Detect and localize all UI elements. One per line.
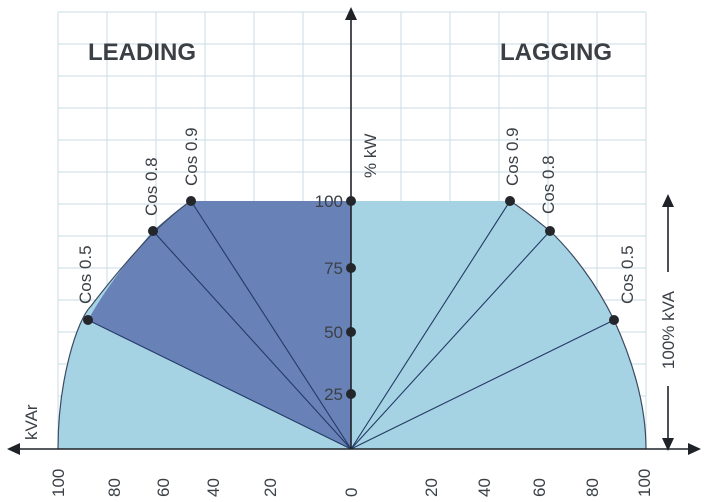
ray-lagging-0.9 — [350, 200, 511, 450]
leading-region-shaded — [88, 201, 351, 449]
kvar-tick-right-40: 40 — [475, 478, 494, 497]
leading-title: LEADING — [88, 39, 196, 66]
kw-marker-75 — [346, 263, 356, 273]
kvar-tick-left-100: 100 — [49, 469, 68, 497]
kw-marker-50 — [346, 327, 356, 337]
power-factor-rays — [87, 200, 615, 450]
cos-label-leading-0.9: Cos 0.9 — [182, 127, 201, 186]
kvar-tick-left-20: 20 — [261, 478, 280, 497]
pf-point-leading-0.8 — [148, 226, 158, 236]
kw-tick-75: 75 — [324, 259, 343, 278]
kw-tick-100: 100 — [315, 192, 343, 211]
kvar-tick-left-60: 60 — [154, 478, 173, 497]
kvar-tick-right-60: 60 — [530, 478, 549, 497]
kvar-tick-0: 0 — [342, 488, 361, 497]
cos-label-leading-0.8: Cos 0.8 — [142, 157, 161, 216]
ray-lagging-0.5 — [350, 319, 615, 450]
kva-dimension-label: 100% kVA — [659, 290, 678, 369]
cos-label-lagging-0.5: Cos 0.5 — [618, 245, 637, 304]
kw-tick-25: 25 — [324, 385, 343, 404]
kva-arc-outline — [57, 200, 647, 450]
kvar-tick-right-80: 80 — [583, 478, 602, 497]
kw-marker-25 — [346, 389, 356, 399]
cos-label-leading-0.5: Cos 0.5 — [76, 245, 95, 304]
pf-point-lagging-0.5 — [609, 315, 619, 325]
cos-label-lagging-0.8: Cos 0.8 — [539, 155, 558, 214]
kvar-axis-right-arrow-icon — [688, 443, 701, 455]
pf-point-leading-0.5 — [83, 315, 93, 325]
kvar-axis-label: kVAr — [22, 404, 41, 440]
kw-axis-label: % kW — [361, 134, 380, 178]
ray-leading-0.9 — [190, 200, 352, 450]
kvar-tick-right-20: 20 — [422, 478, 441, 497]
pf-point-lagging-0.8 — [545, 226, 555, 236]
kva-down-arrow-icon — [662, 438, 674, 451]
kw-tick-50: 50 — [324, 323, 343, 342]
kva-up-arrow-icon — [662, 194, 674, 207]
lagging-title: LAGGING — [500, 39, 612, 66]
pf-point-leading-0.9 — [186, 196, 196, 206]
ray-lagging-0.8 — [350, 230, 551, 450]
power-factor-points — [83, 196, 619, 325]
pf-point-lagging-0.9 — [505, 196, 515, 206]
kvar-tick-left-80: 80 — [105, 478, 124, 497]
kw-axis-markers — [346, 196, 356, 399]
kvar-tick-right-100: 100 — [635, 469, 654, 497]
ray-leading-0.5 — [87, 319, 352, 450]
kvar-tick-left-40: 40 — [204, 478, 223, 497]
cos-label-lagging-0.9: Cos 0.9 — [503, 127, 522, 186]
ray-leading-0.8 — [152, 230, 352, 450]
kw-marker-100 — [346, 196, 356, 206]
kw-axis-arrow-icon — [345, 7, 357, 20]
kvar-axis-left-arrow-icon — [7, 443, 20, 455]
